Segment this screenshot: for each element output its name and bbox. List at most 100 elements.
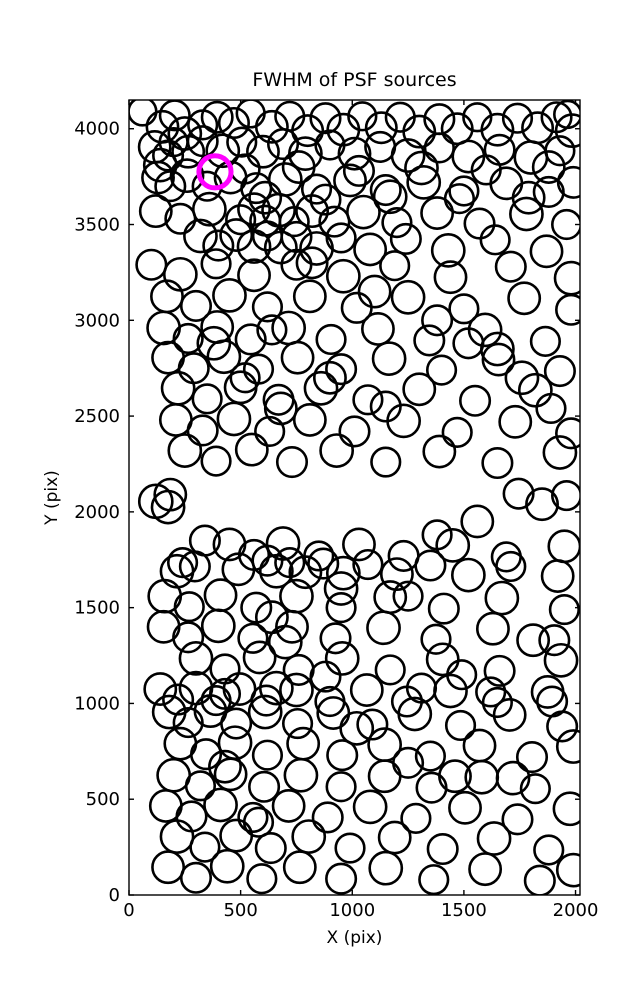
psf-source-circle[interactable] [153, 477, 188, 512]
psf-source-circle[interactable] [309, 183, 342, 216]
psf-source-circle[interactable] [536, 685, 569, 718]
psf-source-circle[interactable] [529, 234, 564, 269]
psf-source-circle[interactable] [226, 126, 258, 158]
psf-source-circle[interactable] [309, 102, 342, 135]
psf-source-circle[interactable] [186, 414, 219, 447]
psf-source-circle[interactable] [206, 339, 242, 375]
psf-source-circle[interactable] [251, 544, 284, 577]
psf-source-circle[interactable] [479, 224, 511, 256]
psf-source-circle[interactable] [444, 709, 477, 742]
psf-source-circle[interactable] [172, 322, 204, 355]
psf-source-circle[interactable] [179, 861, 213, 894]
psf-source-circle[interactable] [392, 580, 424, 612]
psf-source-circle[interactable] [281, 150, 316, 184]
psf-source-circle[interactable] [275, 609, 309, 644]
psf-source-circle[interactable] [325, 771, 357, 803]
psf-source-circle[interactable] [324, 641, 360, 676]
psf-source-circle[interactable] [216, 401, 252, 437]
psf-source-circle[interactable] [423, 132, 455, 164]
psf-source-circle[interactable] [311, 801, 344, 834]
psf-source-circle[interactable] [494, 250, 527, 283]
psf-source-circle[interactable] [352, 789, 388, 825]
source-markers[interactable] [129, 98, 590, 896]
psf-source-circle[interactable] [422, 434, 457, 469]
psf-source-circle[interactable] [498, 404, 533, 439]
psf-source-circle[interactable] [173, 591, 205, 623]
psf-source-circle[interactable] [402, 372, 437, 407]
psf-source-circle[interactable] [397, 696, 433, 732]
psf-source-circle[interactable] [280, 220, 313, 254]
psf-source-circle[interactable] [406, 164, 442, 200]
psf-source-circle[interactable] [381, 207, 413, 239]
psf-source-circle[interactable] [342, 527, 376, 562]
psf-source-circle[interactable] [220, 707, 253, 740]
psf-source-circle[interactable] [196, 325, 232, 361]
psf-source-circle[interactable] [213, 757, 248, 792]
psf-source-circle[interactable] [404, 150, 439, 186]
psf-source-circle[interactable] [443, 183, 476, 215]
psf-source-circle[interactable] [179, 289, 213, 322]
psf-source-circle[interactable] [551, 208, 581, 241]
psf-source-circle[interactable] [441, 416, 473, 448]
psf-source-circle[interactable] [556, 165, 588, 199]
psf-source-circle[interactable] [143, 672, 178, 707]
psf-source-circle[interactable] [200, 248, 232, 280]
psf-source-circle[interactable] [292, 279, 327, 314]
psf-source-circle[interactable] [172, 707, 204, 739]
psf-source-circle[interactable] [300, 173, 333, 205]
psf-source-circle[interactable] [295, 246, 329, 280]
psf-source-circle[interactable] [421, 304, 454, 337]
psf-source-circle[interactable] [435, 528, 471, 563]
psf-source-circle[interactable] [420, 196, 455, 230]
psf-source-circle[interactable] [463, 207, 496, 240]
psf-source-circle[interactable] [323, 571, 359, 606]
psf-source-circle[interactable] [288, 555, 323, 590]
psf-source-circle[interactable] [379, 250, 411, 282]
psf-source-circle[interactable] [280, 340, 315, 375]
psf-source-circle[interactable] [555, 293, 585, 326]
psf-source-circle[interactable] [209, 848, 245, 884]
psf-source-circle[interactable] [392, 746, 425, 779]
psf-source-circle[interactable] [519, 773, 551, 805]
psf-source-circle[interactable] [313, 360, 347, 395]
psf-source-circle[interactable] [189, 831, 221, 863]
psf-source-circle[interactable] [237, 622, 269, 654]
psf-source-circle[interactable] [548, 593, 580, 626]
psf-source-circle[interactable] [529, 325, 561, 357]
psf-source-circle[interactable] [334, 832, 366, 864]
psf-source-circle[interactable] [379, 557, 414, 592]
psf-source-circle[interactable] [138, 194, 173, 229]
psf-source-circle[interactable] [507, 281, 542, 316]
psf-source-circle[interactable] [178, 641, 214, 676]
psf-source-circle[interactable] [555, 729, 589, 764]
psf-source-circle[interactable] [152, 139, 185, 172]
psf-source-circle[interactable] [219, 218, 254, 252]
psf-source-circle[interactable] [203, 787, 238, 823]
psf-source-circle[interactable] [448, 175, 480, 207]
psf-source-circle[interactable] [186, 125, 219, 158]
psf-source-circle[interactable] [427, 592, 460, 625]
psf-source-circle[interactable] [254, 109, 289, 144]
psf-source-circle[interactable] [377, 820, 412, 855]
psf-source-circle[interactable] [459, 384, 492, 417]
psf-source-circle[interactable] [256, 314, 288, 346]
psf-source-circle[interactable] [533, 834, 565, 866]
psf-source-circle[interactable] [390, 138, 426, 173]
psf-source-circle[interactable] [532, 175, 565, 208]
psf-source-circle[interactable] [368, 850, 404, 886]
psf-source-circle[interactable] [319, 433, 355, 468]
psf-source-circle[interactable] [371, 341, 407, 376]
psf-source-circle[interactable] [366, 610, 401, 646]
psf-source-circle[interactable] [502, 477, 535, 510]
psf-source-circle[interactable] [483, 654, 516, 687]
psf-source-circle[interactable] [433, 260, 468, 295]
psf-source-circle[interactable] [291, 114, 325, 148]
psf-source-circle[interactable] [189, 738, 223, 771]
psf-source-circle[interactable] [542, 435, 578, 470]
psf-source-circle[interactable] [481, 686, 513, 719]
psf-source-circle[interactable] [538, 624, 571, 657]
psf-source-circle[interactable] [337, 136, 372, 171]
psf-source-circle[interactable] [188, 524, 221, 557]
psf-source-circle[interactable] [151, 694, 187, 730]
psf-source-circle[interactable] [169, 158, 205, 194]
